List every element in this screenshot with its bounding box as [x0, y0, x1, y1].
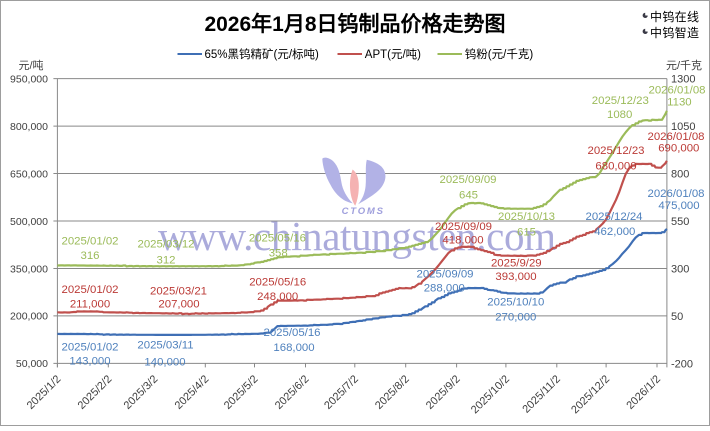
svg-text:393,000: 393,000	[495, 271, 536, 283]
svg-text:2026/01/08: 2026/01/08	[648, 84, 705, 96]
svg-text:元/吨: 元/吨	[18, 59, 43, 72]
svg-text:1080: 1080	[607, 109, 632, 121]
svg-text:950,000: 950,000	[10, 73, 48, 85]
svg-text:288,000: 288,000	[424, 282, 465, 294]
svg-text:2025/01/02: 2025/01/02	[61, 235, 118, 247]
svg-text:CTOMS: CTOMS	[342, 206, 385, 217]
svg-text:211,000: 211,000	[70, 298, 110, 310]
svg-text:462,000: 462,000	[594, 226, 635, 238]
svg-text:2025/09/09: 2025/09/09	[435, 221, 492, 233]
svg-text:690,000: 690,000	[658, 142, 699, 154]
svg-text:615: 615	[517, 227, 536, 239]
svg-text:-200: -200	[671, 358, 693, 370]
svg-text:2025/10/13: 2025/10/13	[498, 211, 555, 223]
svg-text:2026/01/08: 2026/01/08	[647, 188, 704, 200]
svg-text:中钨在线: 中钨在线	[650, 9, 699, 24]
svg-text:650,000: 650,000	[10, 168, 48, 180]
svg-text:350,000: 350,000	[10, 263, 48, 275]
svg-text:65%黑钨精矿(元/标吨): 65%黑钨精矿(元/标吨)	[205, 48, 320, 61]
svg-text:248,000: 248,000	[257, 291, 298, 303]
svg-text:2025/9/29: 2025/9/29	[491, 258, 542, 270]
svg-text:2025/01/02: 2025/01/02	[61, 341, 118, 353]
svg-text:50,000: 50,000	[16, 358, 48, 370]
svg-text:2025/09/09: 2025/09/09	[416, 268, 473, 280]
svg-text:2025/03/21: 2025/03/21	[150, 285, 207, 297]
svg-text:358: 358	[269, 248, 288, 260]
svg-text:1300: 1300	[671, 74, 695, 86]
svg-text:550: 550	[671, 216, 689, 228]
svg-text:2025/12/23: 2025/12/23	[587, 145, 644, 157]
svg-text:800,000: 800,000	[10, 121, 48, 133]
svg-text:2025/12/24: 2025/12/24	[585, 211, 642, 223]
svg-text:50: 50	[671, 311, 683, 323]
svg-text:2025/05/16: 2025/05/16	[249, 277, 306, 289]
svg-text:140,000: 140,000	[144, 357, 185, 369]
svg-text:200,000: 200,000	[10, 311, 48, 323]
svg-text:475,000: 475,000	[658, 200, 699, 212]
svg-text:APT(元/吨): APT(元/吨)	[365, 48, 421, 61]
svg-text:207,000: 207,000	[158, 299, 199, 311]
svg-text:316: 316	[80, 250, 99, 262]
svg-text:312: 312	[156, 254, 175, 266]
svg-text:270,000: 270,000	[495, 311, 536, 323]
svg-text:143,000: 143,000	[69, 355, 110, 367]
svg-text:500,000: 500,000	[10, 216, 48, 228]
svg-text:800: 800	[671, 169, 689, 181]
svg-text:2026年1月8日钨制品价格走势图: 2026年1月8日钨制品价格走势图	[204, 12, 505, 36]
svg-text:2025/05/16: 2025/05/16	[263, 327, 320, 339]
svg-text:钨粉(元/千克): 钨粉(元/千克)	[465, 48, 534, 61]
svg-text:中钨智造: 中钨智造	[650, 25, 699, 40]
svg-text:680,000: 680,000	[595, 161, 636, 173]
svg-text:2025/05/16: 2025/05/16	[249, 232, 306, 244]
svg-text:645: 645	[459, 189, 478, 201]
svg-text:2025/03/11: 2025/03/11	[137, 339, 193, 351]
svg-text:2026/01/08: 2026/01/08	[647, 131, 704, 143]
svg-text:2025/03/12: 2025/03/12	[137, 238, 194, 250]
svg-text:1130: 1130	[667, 97, 692, 109]
svg-text:元/千克: 元/千克	[666, 59, 702, 72]
svg-text:2025/10/10: 2025/10/10	[487, 297, 544, 309]
svg-text:1050: 1050	[671, 121, 695, 133]
svg-text:300: 300	[671, 264, 689, 276]
svg-text:418,000: 418,000	[442, 235, 483, 247]
svg-text:2025/01/02: 2025/01/02	[61, 284, 118, 296]
svg-text:2025/09/09: 2025/09/09	[439, 174, 496, 186]
svg-text:168,000: 168,000	[273, 342, 314, 354]
svg-text:2025/12/23: 2025/12/23	[592, 95, 649, 107]
